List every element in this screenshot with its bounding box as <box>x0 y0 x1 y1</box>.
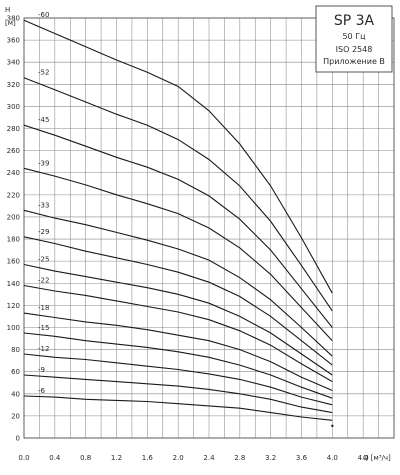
y-axis-symbol: H <box>5 6 10 14</box>
curve-label: -60 <box>38 11 49 19</box>
pump-curve-stage-52 <box>23 77 333 312</box>
pump-curve-stage-12 <box>23 353 333 406</box>
y-tick-label: 0 <box>16 435 20 443</box>
y-tick-label: 260 <box>7 147 20 155</box>
y-axis-unit: [м] <box>5 19 16 27</box>
pump-curve-point <box>331 424 334 428</box>
y-tick-label: 100 <box>7 324 20 332</box>
x-tick-label: 2.0 <box>173 454 184 462</box>
curve-label: -39 <box>38 159 49 167</box>
title-box-frame <box>315 5 393 73</box>
model-title: SP 3A <box>334 13 375 29</box>
pump-curve-stage-33 <box>23 209 333 357</box>
pump-curve-stage-29 <box>23 236 333 366</box>
y-tick-label: 40 <box>11 390 20 398</box>
y-tick-label: 20 <box>11 412 20 420</box>
x-tick-label: 1.2 <box>111 454 122 462</box>
curve-label: -12 <box>38 345 49 353</box>
curve-label: -6 <box>38 387 46 395</box>
curve-label: -52 <box>38 69 49 77</box>
x-tick-label: 4.4 <box>358 454 370 462</box>
y-tick-label: 160 <box>7 258 20 266</box>
y-tick-label: 220 <box>7 191 20 199</box>
title-box: SP 3A 50 Гц ISO 2548 Приложение В <box>315 5 393 73</box>
curve-label: -18 <box>38 304 49 312</box>
x-tick-label: 2.8 <box>234 454 245 462</box>
x-tick-label: 1.6 <box>142 454 154 462</box>
pump-curve-stage-25 <box>23 263 333 376</box>
y-tick-label: 200 <box>7 213 20 221</box>
y-tick-label: 300 <box>7 103 20 111</box>
pump-curve-stage-6 <box>23 395 333 421</box>
y-tick-label: 240 <box>7 169 20 177</box>
pump-curve-stage-18 <box>23 312 333 392</box>
curve-label: -25 <box>38 255 49 263</box>
annex-label: Приложение В <box>323 57 385 66</box>
pump-curve-stage-39 <box>23 167 333 342</box>
y-tick-label: 280 <box>7 125 20 133</box>
y-tick-label: 80 <box>11 346 20 354</box>
x-tick-label: 0.0 <box>18 454 29 462</box>
x-axis-label: Q [м³/ч] <box>363 454 391 462</box>
curve-label: -22 <box>38 276 49 284</box>
y-tick-labels: 0 20 40 60 80 100 120 140 160 180 200 220 240 260 280 3… <box>7 15 20 443</box>
curve-label: -29 <box>38 228 49 236</box>
curve-label: -15 <box>38 324 49 332</box>
x-tick-label: 0.4 <box>49 454 61 462</box>
y-tick-label: 120 <box>7 302 20 310</box>
y-tick-label: 320 <box>7 81 20 89</box>
curve-labels: -60 -52 -45 -39 -33 -29 -25 -22 -18 -15 -12 -9 -6 <box>38 11 49 395</box>
y-tick-label: 360 <box>7 37 20 45</box>
curve-label: -45 <box>38 116 49 124</box>
y-tick-label: 60 <box>11 368 20 376</box>
pump-curve-stage-9 <box>23 374 333 414</box>
x-tick-label: 3.2 <box>265 454 276 462</box>
curve-label: -33 <box>38 201 49 209</box>
standard-label: ISO 2548 <box>336 45 373 54</box>
pump-curve-stage-45 <box>23 124 333 328</box>
x-tick-label: 2.4 <box>203 454 215 462</box>
x-tick-labels: 0.0 0.4 0.8 1.2 1.6 2.0 2.4 2.8 3.2 3.6 4.0 4.4 <box>18 454 369 462</box>
y-tick-label: 340 <box>7 59 20 67</box>
pump-curve-stage-60 <box>23 19 333 294</box>
curve-label: -9 <box>38 366 45 374</box>
frequency-label: 50 Гц <box>342 32 366 41</box>
pump-curve-stage-22 <box>23 284 333 383</box>
pump-curve-stage-15 <box>23 332 333 399</box>
x-tick-label: 4.0 <box>327 454 338 462</box>
x-tick-label: 3.6 <box>296 454 308 462</box>
curves <box>23 19 334 428</box>
y-tick-label: 380 <box>7 15 20 23</box>
plot-frame <box>23 17 395 439</box>
y-tick-label: 140 <box>7 280 20 288</box>
y-tick-label: 180 <box>7 236 20 244</box>
x-tick-label: 0.8 <box>80 454 91 462</box>
